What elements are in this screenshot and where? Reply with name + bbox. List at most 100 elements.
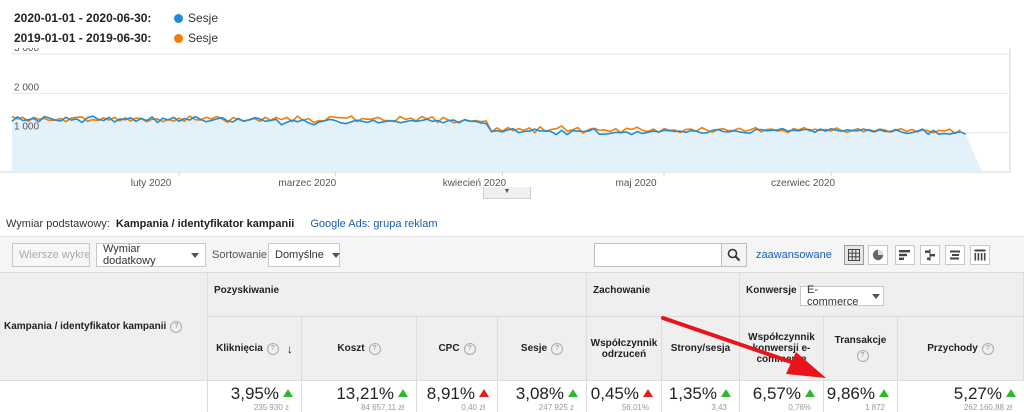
pivot-icon xyxy=(974,249,986,261)
group-header-acquisition: Pozyskiwanie xyxy=(208,273,587,317)
legend-dot-previous xyxy=(174,33,183,43)
metric-header-transactions[interactable]: Transakcje ? xyxy=(824,317,898,381)
term-cloud-icon xyxy=(950,250,960,260)
metric-bounce-label: Współczynnik odrzuceń xyxy=(590,337,658,360)
legend-range-current: 2020-01-01 - 2020-06-30: xyxy=(14,11,152,25)
total-transactions-sub: 1 872 xyxy=(864,403,885,412)
search-button[interactable] xyxy=(721,243,747,267)
arrow-up-icon xyxy=(283,389,293,397)
sort-value: Domyślne xyxy=(275,249,324,261)
help-icon[interactable]: ? xyxy=(463,342,476,355)
advanced-filter-link[interactable]: zaawansowane xyxy=(756,249,832,261)
dimension-header-wrapper: Kampania / identyfikator kampanii ? xyxy=(0,273,207,380)
arrow-up-icon xyxy=(1006,389,1016,397)
metric-header-cpc-wrapper: CPC ? xyxy=(417,317,497,380)
arrow-up-icon xyxy=(568,389,578,397)
table-search-input[interactable] xyxy=(594,243,722,267)
total-cpc-sub: 0,40 zł xyxy=(461,403,485,412)
primary-dimension-label: Wymiar podstawowy: xyxy=(6,218,110,230)
chart-expand-handle[interactable]: ▼ xyxy=(483,187,531,199)
total-pages-cell: 1,35% 3,43 xyxy=(662,381,740,412)
sort-descending-icon[interactable]: ↓ xyxy=(286,341,293,356)
total-cpc-cell: 8,91% 0,40 zł xyxy=(417,381,498,412)
chevron-down-icon xyxy=(191,252,199,258)
comparison-icon xyxy=(925,249,935,261)
primary-dimension-link-ad-group[interactable]: Google Ads: grupa reklam xyxy=(310,218,438,230)
primary-dimension-active: Kampania / identyfikator kampanii xyxy=(115,218,295,230)
arrow-up-icon xyxy=(721,389,731,397)
sort-label: Sortowanie: xyxy=(212,249,271,261)
help-icon[interactable]: ? xyxy=(266,342,279,355)
metric-header-cost-wrapper: Koszt ? xyxy=(302,317,416,380)
series-0-line xyxy=(11,115,967,136)
metric-header-cpc[interactable]: CPC ? xyxy=(417,317,498,381)
chevron-down-icon xyxy=(872,293,881,299)
metric-header-sessions[interactable]: Sesje ? xyxy=(498,317,587,381)
help-icon[interactable]: ? xyxy=(551,342,564,355)
total-transactions-cell: 9,86% 1 872 xyxy=(824,381,898,412)
total-clicks-value: 3,95% xyxy=(230,384,279,403)
sessions-line-chart: 3 000 2 000 1 000 luty 2020 marzec 2020 kwiec… xyxy=(0,48,1024,200)
dimension-column-header[interactable]: Kampania / identyfikator kampanii ? xyxy=(0,273,208,381)
help-icon[interactable]: ? xyxy=(368,342,381,355)
secondary-dimension-label: Wymiar dodatkowy xyxy=(103,243,156,267)
secondary-dimension-dropdown[interactable]: Wymiar dodatkowy xyxy=(96,243,206,267)
legend-row-previous: 2019-01-01 - 2019-06-30: Sesje xyxy=(14,28,218,48)
conversion-type-value: E-commerce xyxy=(807,284,859,308)
metric-header-bounce-rate[interactable]: Współczynnik odrzuceń xyxy=(587,317,662,381)
total-pages-sub: 3,43 xyxy=(711,403,727,412)
metric-header-pages-per-session[interactable]: Strony/sesja xyxy=(662,317,740,381)
legend-range-previous: 2019-01-01 - 2019-06-30: xyxy=(14,31,152,45)
total-pages-value: 1,35% xyxy=(668,384,717,403)
total-cost-cell: 13,21% 84 657,11 zł xyxy=(302,381,417,412)
chart-legend: 2020-01-01 - 2020-06-30: Sesje 2019-01-0… xyxy=(14,8,218,48)
total-revenue-value: 5,27% xyxy=(953,384,1002,403)
x-tick-label-0: luty 2020 xyxy=(131,178,172,189)
primary-dimension-row: Wymiar podstawowy: Kampania / identyfika… xyxy=(6,218,438,230)
help-icon[interactable]: ? xyxy=(170,320,183,333)
arrow-up-icon xyxy=(879,389,889,397)
metric-header-clicks-wrapper: Kliknięcia ? ↓ xyxy=(208,317,301,380)
totals-dimension-cell xyxy=(0,381,208,412)
pie-chart-icon xyxy=(872,249,884,261)
report-table: Kampania / identyfikator kampanii ? Pozy… xyxy=(0,272,1024,412)
x-tick-label-3: maj 2020 xyxy=(615,178,657,189)
view-pie-button[interactable] xyxy=(868,245,888,265)
dimension-header-label: Kampania / identyfikator kampanii xyxy=(4,321,167,332)
bar-chart-icon xyxy=(899,250,910,260)
total-sessions-cell: 3,08% 247 925 z xyxy=(498,381,587,412)
total-bounce-sub: 56,01% xyxy=(621,403,649,412)
total-bounce-value: 0,45% xyxy=(590,384,639,403)
view-comparison-button[interactable] xyxy=(920,245,940,265)
view-term-cloud-button[interactable] xyxy=(945,245,965,265)
metric-header-clicks[interactable]: Kliknięcia ? ↓ xyxy=(208,317,302,381)
series-0-area xyxy=(12,116,982,172)
chevron-down-icon xyxy=(331,252,340,258)
metric-cpc-label: CPC xyxy=(438,343,460,354)
report-toolbar: Wiersze wykresu Wymiar dodatkowy Sortowa… xyxy=(0,236,1024,273)
view-performance-button[interactable] xyxy=(895,245,915,265)
plot-rows-button[interactable]: Wiersze wykresu xyxy=(12,243,90,267)
total-clicks-cell: 3,95% 235 930 z xyxy=(208,381,302,412)
total-cpc-value: 8,91% xyxy=(426,384,475,403)
conversion-type-dropdown[interactable]: E-commerce xyxy=(800,284,884,308)
arrow-up-red-icon xyxy=(479,389,489,397)
group-conversions-label: Konwersje xyxy=(746,285,797,296)
metric-cost-label: Koszt xyxy=(337,343,365,354)
total-revenue-cell: 5,27% 262 160,88 zł xyxy=(898,381,1024,412)
metric-header-sessions-wrapper: Sesje ? xyxy=(498,317,586,380)
metric-header-pages-wrapper: Strony/sesja xyxy=(662,317,739,380)
total-transactions-value: 9,86% xyxy=(826,384,875,403)
view-table-button[interactable] xyxy=(844,245,864,265)
y-tick-label-0: 3 000 xyxy=(14,48,39,54)
metric-header-ecommerce-rate[interactable]: Współczynnik konwersji e-commerce xyxy=(740,317,824,381)
legend-series-current: Sesje xyxy=(188,11,219,25)
y-tick-label-1: 2 000 xyxy=(14,82,39,93)
help-icon[interactable]: ? xyxy=(856,350,869,362)
metric-header-revenue[interactable]: Przychody ? xyxy=(898,317,1024,381)
sort-dropdown[interactable]: Domyślne xyxy=(268,243,340,267)
x-tick-label-4: czerwiec 2020 xyxy=(771,178,835,189)
view-pivot-button[interactable] xyxy=(970,245,990,265)
help-icon[interactable]: ? xyxy=(981,342,994,355)
metric-header-cost[interactable]: Koszt ? xyxy=(302,317,417,381)
